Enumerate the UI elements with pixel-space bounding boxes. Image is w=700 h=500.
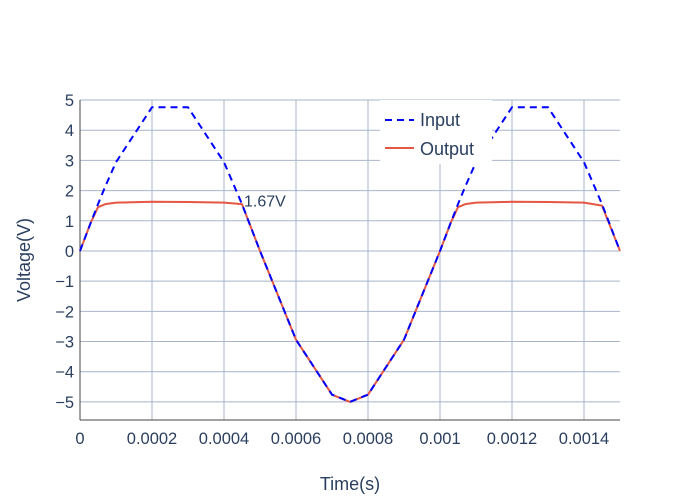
y-axis-title: Voltage(V) [14, 218, 34, 302]
y-tick-label: 5 [65, 92, 74, 110]
x-tick-labels: 0 0.0002 0.0004 0.0006 0.0008 0.001 0.0012 0.00… [75, 430, 609, 448]
x-tick-label: 0.001 [419, 430, 460, 448]
series-line-input [79, 106, 621, 403]
annotations: 1.67V [244, 194, 286, 211]
y-tick-label: 0 [65, 243, 74, 261]
axes [79, 100, 620, 421]
plot-background [80, 100, 620, 420]
x-tick-label: 0 [75, 430, 84, 448]
y-tick-label: −5 [55, 394, 74, 412]
legend-input-label[interactable]: Input [420, 110, 460, 130]
legend-output-label[interactable]: Output [420, 139, 474, 159]
x-tick-label: 0.0002 [127, 430, 177, 448]
y-tick-label: 4 [65, 122, 74, 140]
x-tick-label: 0.0012 [487, 430, 537, 448]
series-line-output [79, 200, 621, 403]
y-tick-label: −2 [55, 303, 74, 321]
y-tick-label: −3 [55, 334, 74, 352]
series-lines [79, 106, 621, 403]
y-tick-label: 2 [65, 183, 74, 201]
x-tick-label: 0.0006 [271, 430, 321, 448]
y-tick-label: 1 [65, 213, 74, 231]
x-tick-label: 0.0008 [343, 430, 393, 448]
x-tick-label: 0.0004 [199, 430, 249, 448]
y-tick-labels: 5 4 3 2 1 0 −1 −2 −3 −4 −5 [55, 92, 74, 412]
y-tick-label: 3 [65, 152, 74, 170]
x-axis-title: Time(s) [320, 474, 380, 494]
y-tick-label: −1 [55, 273, 74, 291]
grid-lines [80, 99, 620, 420]
annotation-label: 1.67V [244, 194, 286, 211]
legend-background [380, 100, 492, 164]
legend[interactable]: Input Output [380, 100, 492, 164]
y-tick-label: −4 [55, 364, 74, 382]
x-tick-label: 0.0014 [559, 430, 609, 448]
